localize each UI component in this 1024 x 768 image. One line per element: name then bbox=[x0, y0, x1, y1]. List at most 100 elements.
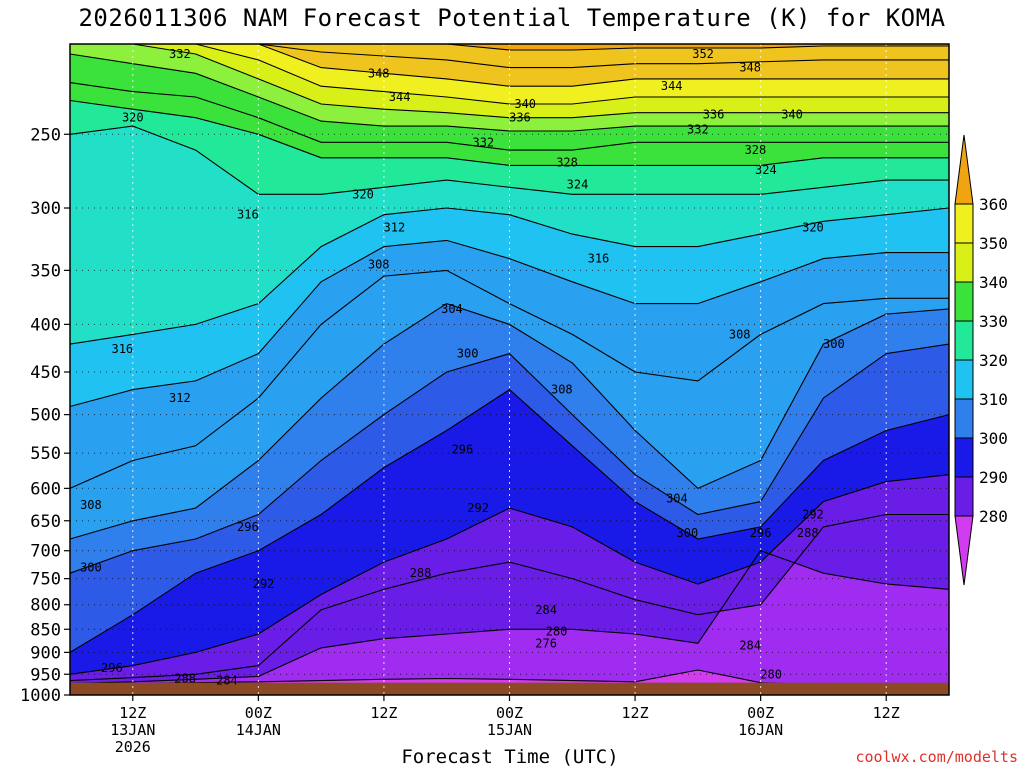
contour-label: 300 bbox=[457, 347, 479, 361]
x-tick-label: 15JAN bbox=[487, 721, 532, 739]
contour-label: 296 bbox=[237, 520, 259, 534]
contour-label: 336 bbox=[703, 107, 725, 121]
y-tick-label: 800 bbox=[30, 596, 61, 616]
isentrope-292 bbox=[69, 474, 950, 675]
isentrope-328 bbox=[69, 82, 949, 151]
y-tick-label: 900 bbox=[30, 643, 61, 663]
y-tick-label: 500 bbox=[30, 406, 61, 426]
contour-label: 332 bbox=[687, 122, 709, 136]
x-axis-title: Forecast Time (UTC) bbox=[401, 746, 619, 768]
contour-label: 280 bbox=[760, 667, 782, 681]
isentrope-312 bbox=[69, 239, 949, 408]
y-axis: 250 300 350 400 450 500 550 600 650 700 750 800 850 9… bbox=[20, 125, 70, 706]
contour-label: 292 bbox=[802, 507, 824, 521]
isentrope-296 bbox=[69, 388, 950, 653]
y-tick-label: 1000 bbox=[20, 686, 61, 706]
y-tick-label: 400 bbox=[30, 315, 61, 335]
contour-label: 288 bbox=[410, 566, 432, 580]
x-tick-label: 00Z bbox=[747, 704, 774, 722]
y-tick-label: 450 bbox=[30, 363, 61, 383]
colorbar-tick-label: 280 bbox=[979, 507, 1008, 526]
contour-label: 288 bbox=[174, 671, 196, 685]
colorbar-tick-label: 350 bbox=[979, 234, 1008, 253]
isentrope-332 bbox=[69, 53, 949, 132]
contour-label: 288 bbox=[797, 526, 819, 540]
y-tick-label: 850 bbox=[30, 620, 61, 640]
contour-label: 308 bbox=[551, 383, 573, 397]
colorbar-tick-label: 340 bbox=[979, 273, 1008, 292]
contour-label: 284 bbox=[739, 639, 761, 653]
colorbar-tick-label: 290 bbox=[979, 468, 1008, 487]
contour-label: 320 bbox=[122, 111, 144, 125]
contour-label: 352 bbox=[692, 47, 714, 61]
colorbar-segment bbox=[954, 437, 974, 478]
contour-label: 300 bbox=[677, 526, 699, 540]
isentrope-316 bbox=[69, 207, 950, 345]
contour-label: 308 bbox=[80, 498, 102, 512]
contour-label: 304 bbox=[441, 302, 463, 316]
x-tick-label: 12Z bbox=[622, 704, 649, 722]
contour-label: 324 bbox=[567, 177, 589, 191]
chart-title: 2026011306 NAM Forecast Potential Temper… bbox=[78, 4, 946, 32]
contour-label: 344 bbox=[661, 79, 683, 93]
contour-label: 284 bbox=[216, 674, 238, 688]
colorbar-segment bbox=[954, 359, 974, 400]
ground-fill bbox=[70, 682, 949, 695]
contour-label: 348 bbox=[739, 61, 761, 75]
contour-label: 296 bbox=[452, 442, 474, 456]
x-tick-label: 12Z bbox=[119, 704, 146, 722]
contour-label: 284 bbox=[535, 603, 557, 617]
x-tick-label: 2026 bbox=[115, 738, 151, 756]
contour-label: 292 bbox=[467, 501, 489, 515]
isentrope-304 bbox=[69, 302, 950, 540]
contour-label: 308 bbox=[368, 258, 390, 272]
contour-label: 296 bbox=[750, 526, 772, 540]
x-tick-label: 12Z bbox=[873, 704, 900, 722]
y-tick-label: 950 bbox=[30, 665, 61, 685]
contour-label: 320 bbox=[352, 187, 374, 201]
x-tick-label: 16JAN bbox=[738, 721, 783, 739]
isentrope-288 bbox=[69, 513, 949, 682]
colorbar-segment bbox=[954, 242, 974, 283]
contour-label: 308 bbox=[729, 327, 751, 341]
contour-label: 312 bbox=[384, 221, 406, 235]
y-tick-label: 250 bbox=[30, 125, 61, 145]
y-tick-label: 350 bbox=[30, 261, 61, 281]
contour-label: 348 bbox=[368, 66, 390, 80]
contour-label: 276 bbox=[535, 636, 557, 650]
ground-layer bbox=[70, 682, 949, 695]
colorbar-segment bbox=[954, 281, 974, 322]
y-tick-label: 650 bbox=[30, 512, 61, 532]
contour-label: 344 bbox=[389, 90, 411, 104]
contour-label: 316 bbox=[588, 252, 610, 266]
colorbar-segment bbox=[954, 134, 974, 205]
colorbar-segment bbox=[954, 203, 974, 244]
y-tick-label: 700 bbox=[30, 542, 61, 562]
y-tick-label: 600 bbox=[30, 479, 61, 499]
contour-label: 324 bbox=[755, 163, 777, 177]
contour-label: 340 bbox=[514, 97, 536, 111]
colorbar-tick-label: 360 bbox=[979, 195, 1008, 214]
contour-label: 312 bbox=[169, 391, 191, 405]
y-tick-label: 550 bbox=[30, 444, 61, 464]
colorbar: 280 290 300 310 320 330 340 350 360 bbox=[954, 134, 1008, 586]
contour-label: 332 bbox=[169, 47, 191, 61]
contour-label: 316 bbox=[237, 208, 259, 222]
x-tick-label: 14JAN bbox=[236, 721, 281, 739]
colorbar-segment bbox=[954, 398, 974, 439]
contour-label: 340 bbox=[781, 107, 803, 121]
colorbar-segment bbox=[954, 320, 974, 361]
isentrope-300 bbox=[69, 343, 950, 574]
x-tick-label: 00Z bbox=[245, 704, 272, 722]
colorbar-segment bbox=[954, 515, 974, 586]
contour-label: 328 bbox=[745, 143, 767, 157]
colorbar-tick-label: 310 bbox=[979, 390, 1008, 409]
fill-band-352 bbox=[70, 44, 949, 50]
contour-label: 332 bbox=[472, 135, 494, 149]
contour-label: 320 bbox=[802, 221, 824, 235]
contour-label: 300 bbox=[80, 561, 102, 575]
contour-label: 296 bbox=[101, 661, 123, 675]
